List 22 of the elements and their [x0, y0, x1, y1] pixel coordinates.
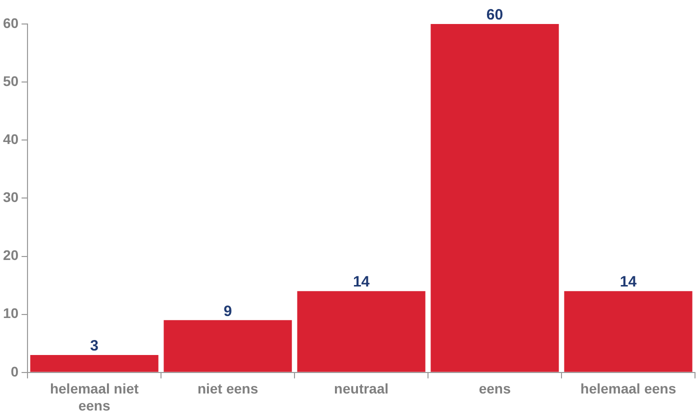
bar: [297, 291, 426, 372]
x-tick-label: niet eens: [197, 380, 258, 397]
data-label: 3: [90, 338, 98, 355]
data-label: 14: [352, 274, 370, 291]
data-label: 9: [224, 302, 232, 320]
bar: [30, 354, 158, 372]
y-tick-label: 40: [2, 130, 19, 147]
x-tick-label: neutraal: [334, 380, 389, 397]
data-label: 60: [486, 6, 504, 24]
y-tick-label: 30: [2, 189, 19, 206]
bar: [564, 291, 692, 372]
x-tick-label: helemaal eens: [580, 380, 676, 397]
y-tick-label: 20: [2, 247, 19, 264]
bar: [430, 24, 559, 372]
y-tick-label: 50: [2, 72, 19, 89]
y-tick-label: 60: [2, 14, 19, 31]
y-tick-label: 0: [10, 363, 19, 380]
y-tick-label: 10: [2, 305, 19, 322]
bar: [164, 320, 292, 372]
data-label: 14: [620, 274, 638, 291]
x-tick-label: helemaal niet eens: [50, 380, 140, 414]
x-tick-label: eens: [478, 380, 511, 397]
